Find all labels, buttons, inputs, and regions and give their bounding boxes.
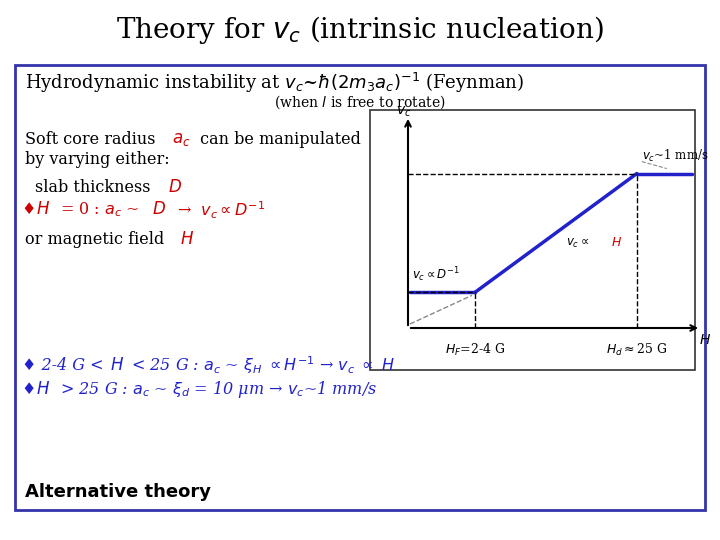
Text: $H_d$$\approx$25 G: $H_d$$\approx$25 G <box>606 342 667 358</box>
Text: < 25 G : $a_c$ ~ $\xi_H$ $\propto$$H^{-1}$ → $v_c$ $\propto$ $H$: < 25 G : $a_c$ ~ $\xi_H$ $\propto$$H^{-1… <box>126 354 395 376</box>
Text: by varying either:: by varying either: <box>25 152 170 168</box>
Text: or magnetic field: or magnetic field <box>25 232 169 248</box>
Text: Theory for $v_c$ (intrinsic nucleation): Theory for $v_c$ (intrinsic nucleation) <box>116 14 604 46</box>
Text: $D$: $D$ <box>152 201 166 219</box>
Text: Hydrodynamic instability at $v_c$~$\hbar(2m_3a_c)^{-1}$ (Feynman): Hydrodynamic instability at $v_c$~$\hbar… <box>25 71 524 95</box>
Text: $a_c$: $a_c$ <box>172 132 190 148</box>
Bar <box>370 110 695 370</box>
Text: ♦: ♦ <box>22 381 42 399</box>
Text: $v_c$: $v_c$ <box>396 105 412 119</box>
Text: $H$: $H$ <box>180 232 194 248</box>
Text: $v_c$~1 mm/s: $v_c$~1 mm/s <box>642 147 708 164</box>
Text: ♦ 2-4 G <: ♦ 2-4 G < <box>22 356 109 374</box>
Text: can be manipulated: can be manipulated <box>195 132 361 148</box>
Text: $H_F$=2-4 G: $H_F$=2-4 G <box>445 342 505 358</box>
Text: $H$: $H$ <box>36 201 50 219</box>
Text: Alternative theory: Alternative theory <box>25 483 211 501</box>
Text: $D$: $D$ <box>168 179 182 197</box>
Text: →  $v_c$$\propto$$D^{-1}$: → $v_c$$\propto$$D^{-1}$ <box>167 199 265 221</box>
Text: $H$: $H$ <box>36 381 50 399</box>
Text: $v_c$$\propto$$D^{-1}$: $v_c$$\propto$$D^{-1}$ <box>412 265 460 284</box>
Text: > 25 G : $a_c$ ~ $\xi_d$ = 10 μm → $v_c$~1 mm/s: > 25 G : $a_c$ ~ $\xi_d$ = 10 μm → $v_c$… <box>55 380 377 401</box>
Text: $v_c$$\propto$: $v_c$$\propto$ <box>566 237 589 249</box>
Text: $H$: $H$ <box>110 356 124 374</box>
Text: $H$: $H$ <box>699 333 711 347</box>
Text: $H$: $H$ <box>611 237 622 249</box>
Text: = 0 : $a_c$ ~: = 0 : $a_c$ ~ <box>55 201 141 219</box>
Text: (when $l$ is free to rotate): (when $l$ is free to rotate) <box>274 93 446 111</box>
Text: slab thickness: slab thickness <box>35 179 156 197</box>
Text: Soft core radius: Soft core radius <box>25 132 161 148</box>
Text: ♦: ♦ <box>22 201 42 219</box>
Bar <box>15 65 705 510</box>
